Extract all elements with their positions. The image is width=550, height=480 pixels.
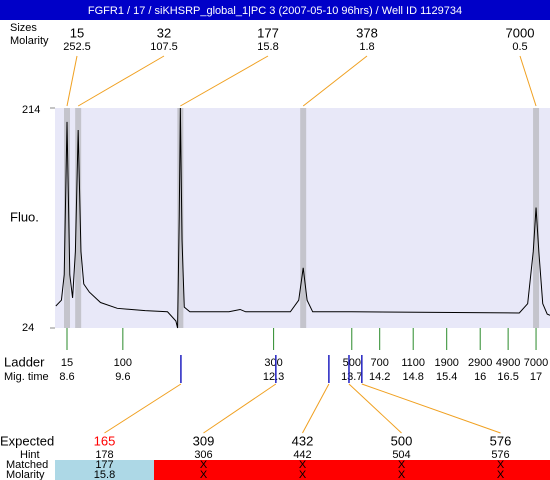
y-axis-label: Fluo. [10, 209, 39, 224]
expected-value: 432 [292, 433, 314, 448]
expected-value: 309 [193, 433, 215, 448]
matched-cell [55, 460, 154, 480]
expected-connector [104, 383, 182, 434]
matched-value: X [497, 459, 505, 471]
matched-value: X [299, 459, 307, 471]
y-tick-label: 214 [22, 104, 40, 116]
ladder-time: 9.6 [115, 371, 130, 383]
trace [55, 107, 550, 329]
expected-connector [302, 383, 330, 434]
sizes-label: Sizes [10, 22, 37, 34]
molarity-value: X [200, 469, 208, 480]
matched-value: 177 [95, 459, 113, 471]
peak-molarity: 107.5 [150, 41, 178, 53]
ladder-size: 15 [61, 357, 73, 369]
peak-connector [77, 55, 165, 107]
ladder-size: 1900 [434, 357, 458, 369]
y-tick-label: 24 [22, 322, 34, 334]
ladder-time: 14.2 [369, 371, 390, 383]
ladder-time: 15.4 [436, 371, 457, 383]
ladder-time: 13.7 [341, 371, 362, 383]
matched-cell [352, 460, 451, 480]
expected-value: 576 [490, 433, 512, 448]
peak-size: 177 [257, 25, 279, 40]
peak-band [75, 108, 82, 328]
peak-connector [302, 55, 368, 107]
matched-cell [154, 460, 253, 480]
ladder-size: 4900 [496, 357, 520, 369]
expected-connector [203, 383, 277, 434]
peak-connector [519, 55, 537, 107]
mig-time-label: Mig. time [4, 371, 49, 383]
title-bar [0, 0, 550, 20]
peak-size: 378 [356, 25, 378, 40]
expected-value: 500 [391, 433, 413, 448]
ladder-size: 100 [114, 357, 132, 369]
expected-connector [361, 383, 501, 434]
peak-connector [180, 55, 269, 107]
ladder-size: 500 [343, 357, 361, 369]
peak-size: 32 [157, 25, 171, 40]
peak-size: 15 [70, 25, 84, 40]
ladder-size: 300 [264, 357, 282, 369]
peak-band [300, 108, 307, 328]
hint-label: Hint [20, 449, 40, 461]
hint-value: 178 [95, 449, 113, 461]
hint-value: 306 [194, 449, 212, 461]
peak-molarity: 0.5 [512, 41, 527, 53]
ladder-time: 16.5 [497, 371, 518, 383]
ladder-time: 8.6 [59, 371, 74, 383]
ladder-label: Ladder [4, 354, 45, 369]
expected-label: Expected [0, 433, 54, 448]
peak-band [177, 108, 184, 328]
matched-value: X [398, 459, 406, 471]
expected-connector [348, 383, 402, 434]
peak-band [64, 108, 71, 328]
peak-band [533, 108, 540, 328]
matched-cell [253, 460, 352, 480]
peak-connector [66, 55, 78, 107]
ladder-size: 1100 [401, 357, 425, 369]
ladder-time: 16 [474, 371, 486, 383]
matched-label: Matched [6, 459, 48, 471]
peak-molarity: 252.5 [63, 41, 91, 53]
molarity-value: X [497, 469, 505, 480]
ladder-size: 7000 [524, 357, 548, 369]
matched-cell [451, 460, 550, 480]
molarity-value: X [299, 469, 307, 480]
hint-value: 576 [491, 449, 509, 461]
expected-value: 165 [94, 433, 116, 448]
molarity-row-label: Molarity [6, 469, 45, 480]
hint-value: 442 [293, 449, 311, 461]
molarity-value: 15.8 [94, 469, 115, 480]
peak-size: 7000 [506, 25, 535, 40]
ladder-size: 700 [371, 357, 389, 369]
title: FGFR1 / 17 / siKHSRP_global_1|PC 3 (2007… [88, 5, 462, 17]
ladder-time: 17 [530, 371, 542, 383]
molarity-label: Molarity [10, 35, 49, 47]
ladder-time: 14.8 [402, 371, 423, 383]
ladder-time: 12.3 [263, 371, 284, 383]
peak-molarity: 15.8 [257, 41, 278, 53]
molarity-value: X [398, 469, 406, 480]
ladder-size: 2900 [468, 357, 492, 369]
matched-value: X [200, 459, 208, 471]
hint-value: 504 [392, 449, 410, 461]
peak-molarity: 1.8 [359, 41, 374, 53]
